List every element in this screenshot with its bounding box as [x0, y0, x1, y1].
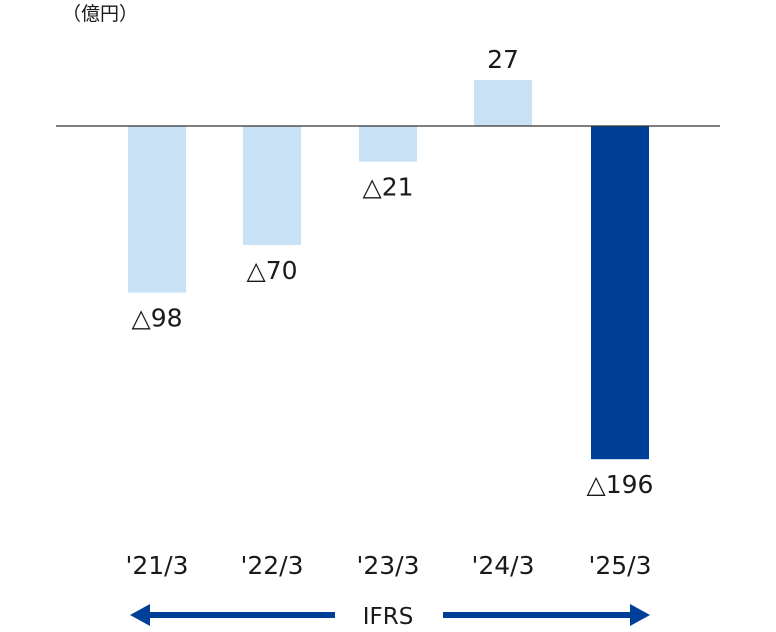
value-labels-group: △98 △70 △21 27 △196: [131, 45, 653, 499]
category-label-5: '25/3: [588, 551, 651, 580]
value-label-5: △196: [587, 470, 654, 499]
bar-2: [243, 126, 301, 245]
bar-3: [359, 126, 417, 162]
ifrs-label: IFRS: [363, 604, 414, 628]
category-label-3: '23/3: [356, 551, 419, 580]
value-label-3: △21: [362, 173, 413, 202]
bar-1: [128, 126, 186, 293]
ifrs-range-indicator: IFRS: [130, 604, 650, 630]
value-label-4: 27: [487, 45, 519, 74]
value-label-1: △98: [131, 304, 182, 333]
bar-5: [591, 126, 649, 460]
bar-4: [474, 80, 532, 126]
category-label-1: '21/3: [125, 551, 188, 580]
category-label-2: '22/3: [240, 551, 303, 580]
right-arrow-icon: [443, 604, 650, 626]
value-label-2: △70: [246, 256, 297, 285]
category-labels-group: '21/3 '22/3 '23/3 '24/3 '25/3: [125, 551, 651, 580]
bars-group: [128, 80, 649, 460]
category-label-4: '24/3: [471, 551, 534, 580]
unit-label: （億円）: [62, 3, 138, 25]
left-arrow-icon: [130, 604, 335, 626]
